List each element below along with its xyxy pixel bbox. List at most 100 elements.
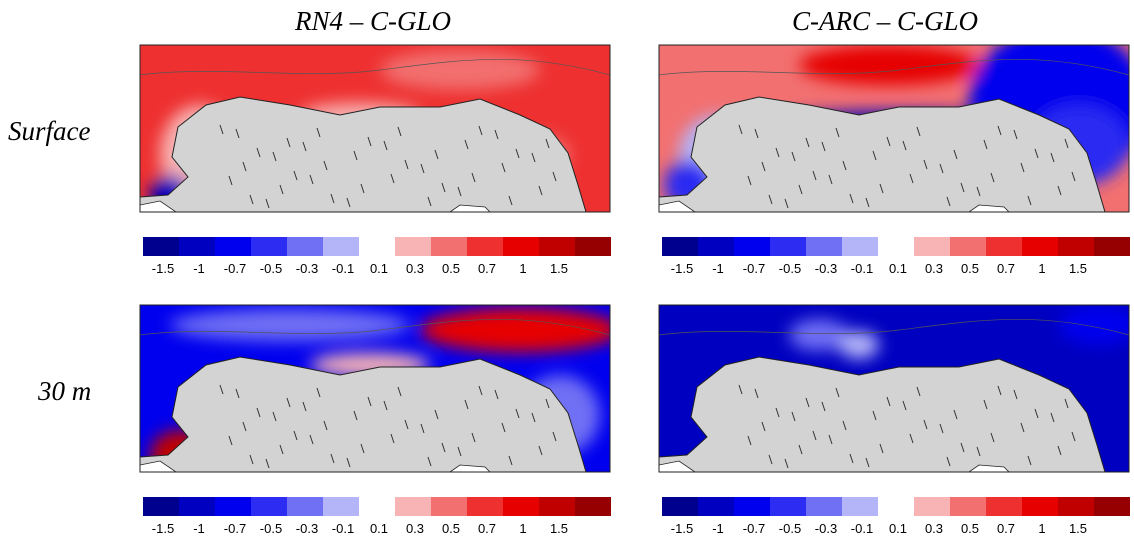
colorbar-swatch — [986, 497, 1022, 516]
colorbar-tick-label: -0.7 — [224, 521, 246, 536]
colorbar: -1.5 -1 -0.7 -0.5 -0.3 -0.1 0.1 0.3 0.5 0.7 1 1.5 — [143, 497, 611, 536]
colorbar-tick-label: -0.1 — [332, 261, 354, 276]
colorbar-tick-label: -0.3 — [296, 261, 318, 276]
column-title: RN4 – C-GLO — [294, 6, 451, 36]
colorbar-tick-label: -1 — [712, 521, 724, 536]
colorbar-tick-label: 1.5 — [1069, 521, 1087, 536]
colorbar-tick-label: 0.5 — [442, 261, 460, 276]
colorbar-swatch — [467, 497, 503, 516]
colorbar-tick-label: -0.3 — [815, 261, 837, 276]
map-panel — [658, 44, 1130, 213]
colorbar-swatch — [662, 237, 698, 256]
colorbar-tick-label: 1 — [1038, 521, 1045, 536]
colorbar-swatch — [986, 237, 1022, 256]
colorbar-tick-label: -0.5 — [260, 521, 282, 536]
colorbar-swatch — [914, 497, 950, 516]
land — [659, 96, 1106, 212]
colorbar-tick-label: 1.5 — [550, 521, 568, 536]
island — [659, 200, 696, 212]
colorbar-tick-label: -1 — [193, 261, 205, 276]
colorbar-tick-label: -1 — [712, 261, 724, 276]
colorbar-tick-label: -0.7 — [743, 261, 765, 276]
colorbar-tick-label: 0.1 — [370, 261, 388, 276]
colorbar-tick-label: 0.1 — [889, 521, 907, 536]
colorbar-swatch — [575, 237, 611, 256]
colorbar-swatch — [179, 497, 215, 516]
island — [968, 204, 1010, 212]
colorbar-tick-label: 0.1 — [370, 521, 388, 536]
land — [659, 356, 1106, 472]
colorbar-tick-label: -1.5 — [152, 521, 174, 536]
map-panel — [658, 304, 1130, 473]
colorbar-swatch — [395, 497, 431, 516]
colorbar-tick-label: -0.3 — [815, 521, 837, 536]
colorbar-swatch — [539, 237, 575, 256]
colorbar-tick-label: 0.5 — [442, 521, 460, 536]
row-label: Surface — [8, 116, 90, 146]
colorbar-swatch — [395, 237, 431, 256]
colorbar-swatch — [323, 497, 359, 516]
colorbar-swatch — [662, 497, 698, 516]
island — [140, 200, 177, 212]
colorbar-tick-label: 1.5 — [1069, 261, 1087, 276]
colorbar: -1.5 -1 -0.7 -0.5 -0.3 -0.1 0.1 0.3 0.5 0.7 1 1.5 — [143, 237, 611, 276]
colorbar-tick-label: 0.5 — [961, 261, 979, 276]
colorbar-tick-label: 0.1 — [889, 261, 907, 276]
colorbar-swatch — [842, 497, 878, 516]
island — [659, 460, 696, 472]
colorbar-swatch — [575, 497, 611, 516]
colorbar-swatch — [251, 497, 287, 516]
colorbar-tick-label: -1.5 — [152, 261, 174, 276]
island — [449, 204, 491, 212]
colorbar-swatch — [1094, 497, 1130, 516]
colorbar-swatch — [539, 497, 575, 516]
colorbar-swatch — [770, 237, 806, 256]
colorbar-swatch — [698, 497, 734, 516]
colorbar-swatch — [1022, 237, 1058, 256]
colorbar-swatch — [806, 237, 842, 256]
colorbar-swatch — [734, 237, 770, 256]
colorbar-tick-label: -0.5 — [779, 261, 801, 276]
colorbar: -1.5 -1 -0.7 -0.5 -0.3 -0.1 0.1 0.3 0.5 0.7 1 1.5 — [662, 237, 1130, 276]
colorbar-tick-label: 0.5 — [961, 521, 979, 536]
colorbar-tick-label: -0.3 — [296, 521, 318, 536]
colorbar-tick-label: 0.3 — [925, 521, 943, 536]
colorbar-swatch — [950, 237, 986, 256]
island — [140, 460, 177, 472]
colorbar-swatch — [770, 497, 806, 516]
colorbar-tick-label: -1.5 — [671, 261, 693, 276]
colorbar-swatch — [287, 237, 323, 256]
colorbar-swatch — [1058, 497, 1094, 516]
map-panel — [139, 44, 611, 213]
colorbar-tick-label: -0.1 — [332, 521, 354, 536]
colorbar-swatch — [431, 237, 467, 256]
colorbar-swatch — [1022, 497, 1058, 516]
map-panel — [139, 304, 611, 473]
colorbar-swatch — [503, 237, 539, 256]
land — [140, 356, 587, 472]
colorbar-swatch — [287, 497, 323, 516]
colorbar-swatch — [806, 497, 842, 516]
colorbar-tick-label: 0.3 — [406, 521, 424, 536]
colorbar-swatch — [143, 497, 179, 516]
colorbar-tick-label: 1 — [519, 261, 526, 276]
colorbar-tick-label: 1 — [1038, 261, 1045, 276]
colorbar-swatch — [143, 237, 179, 256]
colorbar-tick-label: 0.7 — [478, 521, 496, 536]
colorbar-tick-label: -0.5 — [260, 261, 282, 276]
colorbar-swatch — [1094, 237, 1130, 256]
colorbar-swatch — [914, 237, 950, 256]
colorbar-swatch — [431, 497, 467, 516]
column-title: C-ARC – C-GLO — [792, 6, 978, 36]
colorbar-swatch — [323, 237, 359, 256]
colorbar-tick-label: -1 — [193, 521, 205, 536]
colorbar-tick-label: -0.7 — [224, 261, 246, 276]
island — [449, 464, 491, 472]
colorbar-tick-label: -0.5 — [779, 521, 801, 536]
colorbar-tick-label: 1.5 — [550, 261, 568, 276]
colorbar-tick-label: 0.7 — [478, 261, 496, 276]
colorbar: -1.5 -1 -0.7 -0.5 -0.3 -0.1 0.1 0.3 0.5 0.7 1 1.5 — [662, 497, 1130, 536]
colorbar-tick-label: -0.7 — [743, 521, 765, 536]
colorbar-swatch — [842, 237, 878, 256]
